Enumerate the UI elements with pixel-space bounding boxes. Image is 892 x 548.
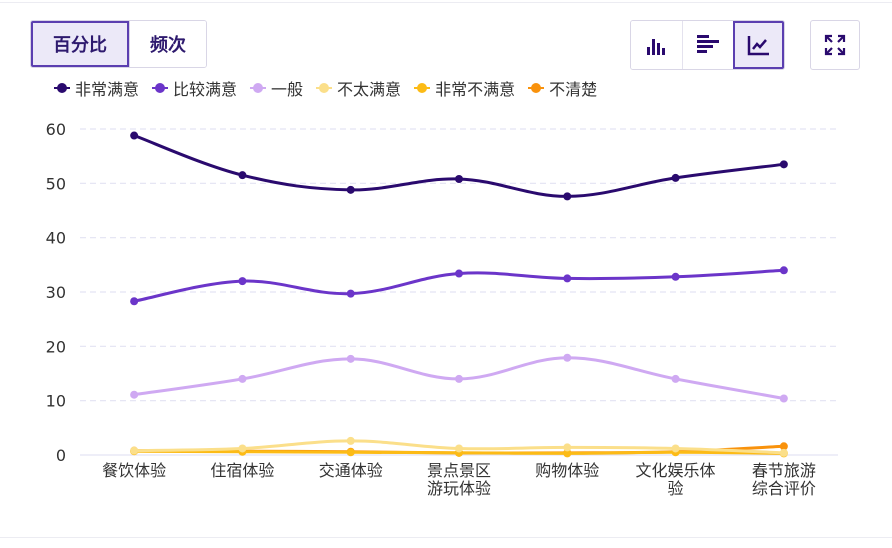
x-tick-label-line: 文化娱乐体 (635, 461, 716, 480)
legend-item[interactable]: 不太满意 (316, 76, 401, 100)
mode-toggle: 百分比 频次 (30, 20, 207, 68)
data-point (346, 289, 355, 298)
x-tick-label-line: 综合评价 (751, 479, 816, 498)
x-tick-label-line: 景点景区 (426, 461, 491, 480)
horizontal-bar-view-button[interactable] (682, 21, 733, 69)
y-tick-label: 20 (46, 337, 66, 356)
fullscreen-button[interactable] (810, 20, 860, 70)
x-tick-label: 景点景区 游玩体验 (404, 462, 514, 498)
data-point (671, 173, 680, 182)
data-point (238, 444, 247, 453)
data-point (563, 449, 572, 458)
data-point (779, 394, 788, 403)
legend-marker (528, 82, 545, 94)
legend-item[interactable]: 非常满意 (54, 76, 139, 100)
legend-label: 不太满意 (337, 80, 402, 99)
data-point (130, 131, 139, 140)
data-point (238, 277, 247, 286)
x-tick-label: 餐饮体验 (79, 462, 189, 480)
chart-type-switcher (630, 20, 785, 70)
x-tick-label: 文化娱乐体验 (621, 462, 731, 498)
y-tick-label: 0 (56, 446, 66, 465)
line-chart-view-button[interactable] (733, 21, 784, 69)
legend-label: 不清楚 (549, 80, 598, 99)
bar-chart-icon (646, 39, 665, 55)
data-point (130, 390, 139, 399)
data-point (130, 297, 139, 306)
chart-legend: 非常满意 比较满意 一般 不太满意 非常不满意 不清楚 (54, 76, 610, 100)
x-tick-label: 住宿体验 (187, 462, 297, 480)
fullscreen-icon (824, 34, 846, 56)
data-point (671, 444, 680, 453)
legend-item[interactable]: 一般 (250, 76, 303, 100)
x-tick-label-line: 验 (667, 479, 684, 498)
y-tick-label: 30 (46, 283, 66, 302)
y-tick-label: 60 (46, 120, 66, 139)
x-tick-label-line: 春节旅游 (751, 461, 816, 480)
data-point (779, 448, 788, 457)
data-point (671, 272, 680, 281)
x-tick-label: 春节旅游 综合评价 (729, 462, 839, 498)
legend-item[interactable]: 不清楚 (528, 76, 597, 100)
data-point (671, 374, 680, 383)
frequency-mode-button[interactable]: 频次 (129, 21, 206, 67)
data-point (779, 160, 788, 169)
legend-marker (250, 82, 267, 94)
horizontal-bar-chart-icon (697, 35, 719, 53)
x-tick-label-line: 餐饮体验 (102, 461, 167, 480)
data-point (346, 185, 355, 194)
data-point (238, 374, 247, 383)
y-tick-label: 40 (46, 229, 66, 248)
data-point (563, 353, 572, 362)
y-tick-label: 10 (46, 392, 66, 411)
x-tick-label-line: 购物体验 (535, 461, 600, 480)
legend-item[interactable]: 非常不满意 (414, 76, 515, 100)
data-point (455, 374, 463, 383)
x-tick-label-line: 住宿体验 (210, 461, 275, 480)
data-point (346, 436, 355, 445)
data-point (563, 274, 572, 283)
data-point (779, 442, 788, 451)
data-point (563, 192, 572, 201)
legend-item[interactable]: 比较满意 (152, 76, 237, 100)
data-point (455, 444, 463, 453)
data-point (779, 266, 788, 275)
y-tick-label: 50 (46, 174, 66, 193)
legend-marker (152, 82, 169, 94)
line-chart-icon (747, 36, 769, 56)
legend-marker (316, 82, 333, 94)
legend-marker (54, 82, 70, 94)
x-tick-label: 交通体验 (296, 462, 406, 480)
x-tick-label-line: 交通体验 (318, 461, 383, 480)
legend-label: 非常满意 (75, 80, 140, 99)
series-line (133, 134, 785, 198)
bar-chart-view-button[interactable] (631, 21, 682, 69)
data-point (455, 174, 463, 183)
data-point (563, 443, 572, 452)
x-tick-label: 购物体验 (512, 462, 622, 480)
data-point (346, 354, 355, 363)
data-point (130, 446, 139, 455)
legend-label: 非常不满意 (435, 80, 516, 99)
data-point (455, 269, 463, 278)
legend-label: 一般 (271, 80, 304, 99)
legend-label: 比较满意 (173, 80, 238, 99)
legend-marker (414, 82, 431, 94)
percentage-mode-button[interactable]: 百分比 (31, 21, 129, 67)
data-point (346, 448, 355, 457)
x-tick-label-line: 游玩体验 (426, 479, 491, 498)
data-point (238, 171, 247, 180)
